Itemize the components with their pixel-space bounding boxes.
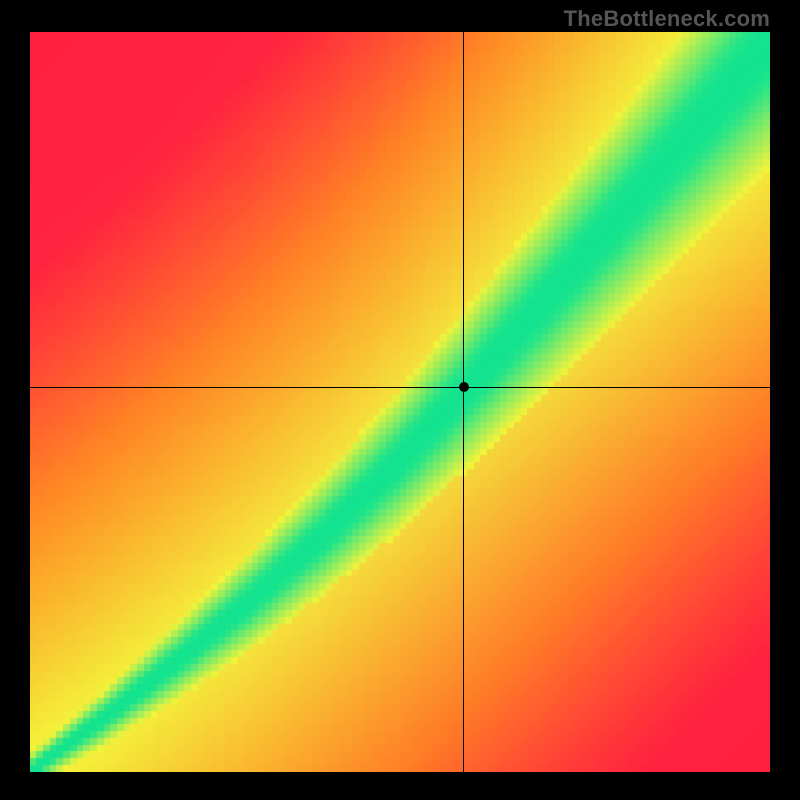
- crosshair-vertical: [463, 32, 464, 772]
- chart-container: TheBottleneck.com: [0, 0, 800, 800]
- heatmap-canvas: [30, 32, 770, 772]
- crosshair-marker: [459, 382, 469, 392]
- crosshair-horizontal: [30, 387, 770, 388]
- watermark-text: TheBottleneck.com: [564, 6, 770, 32]
